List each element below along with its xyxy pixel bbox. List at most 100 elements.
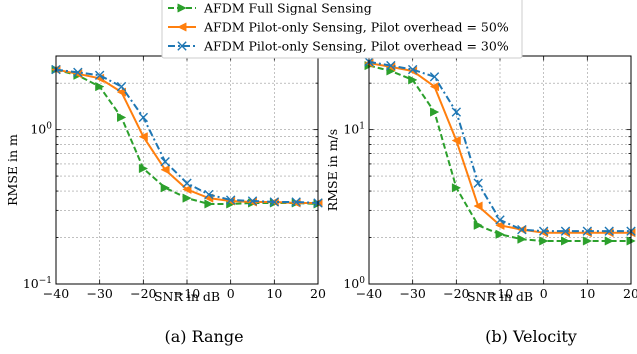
range-ytick-exponent: −1 [39,276,52,286]
velocity-ylabel: RMSE in m/s [325,129,340,211]
range-series-2-point-stroke-b [204,189,214,200]
velocity-ytick-label: 100 [343,276,365,291]
legend-label-full-signal: AFDM Full Signal Sensing [203,1,372,16]
range-series-2-point [73,67,83,78]
velocity-ytick-base: 10 [343,122,359,137]
velocity-series-1-point [429,82,439,92]
velocity-series-2-point [560,226,571,236]
range-series-2-point-stroke-b [116,81,127,92]
velocity-ytick-base: 10 [343,276,359,291]
range-series-0-point [95,82,105,92]
range-series-2-point [116,81,127,92]
velocity-series-2-point-stroke-b [560,226,571,236]
range-series-2-point [225,195,236,205]
velocity-caption: (b) Velocity [485,327,577,346]
range-xtick-label: 20 [310,286,326,301]
range-series-0-point [138,163,149,174]
range-series-0-point [204,199,214,209]
velocity-series-2-point-stroke-b [429,72,440,82]
legend-symbol-full-signal [168,3,196,13]
range-series-1-point [182,184,192,195]
range-ytick-label: 10−1 [23,276,52,291]
velocity-series-2-point-stroke-b [386,60,396,71]
velocity-xtick-label: 10 [579,286,595,301]
velocity-xtick-label: 0 [540,286,548,301]
range-ylabel: RMSE in m [5,134,20,206]
velocity-series-0-point [430,107,440,117]
range-series-2-point [291,197,301,207]
range-ytick-exponent: 0 [46,122,52,132]
range-xtick-label: 10 [266,286,282,301]
velocity-series-0-point [517,234,527,244]
range-ytick-label: 100 [30,122,52,137]
velocity-series-2-point [582,226,593,236]
velocity-series-0-point [539,236,549,246]
range-xtick-label: 0 [227,286,235,301]
velocity-series-2-point-stroke-b [582,226,593,236]
velocity-xtick-label: −20 [443,286,469,301]
range-series-1-point [160,165,170,175]
range-xtick-label: −30 [86,286,112,301]
range-xtick-label: −10 [174,286,200,301]
velocity-series-2-point-stroke-b [495,215,505,225]
range-series-0-point [182,193,192,203]
range-series-0-point [160,183,170,193]
velocity-series-0-point [408,75,418,85]
range-series-2-point-stroke-b [138,112,149,123]
range-series-2-point [160,156,170,167]
range-series-2-point-stroke-b [160,156,170,167]
velocity-series-1-point [604,228,614,238]
velocity-series-2-point-stroke-b [517,224,527,235]
velocity-xlabel: SNR in dB [467,289,533,304]
velocity-series-1-point [451,135,461,146]
legend-marker-2 [177,41,187,51]
range-series-2-point [182,178,192,188]
velocity-series-2-point [604,226,614,236]
legend-marker-0 [177,3,187,13]
velocity-series-2-point-stroke-b [473,178,483,188]
velocity-series-0 [364,60,636,246]
velocity-series-0-point [582,236,593,246]
velocity-series-2-point-stroke-b [604,226,614,236]
velocity-ytick-exponent: 1 [359,122,365,132]
range-series-2-point [204,189,214,200]
velocity-ytick-label: 101 [343,122,365,137]
velocity-series-2-point-stroke-b [407,64,418,75]
range-series-2-point [94,70,105,80]
velocity-series-2-point [407,64,418,75]
velocity-series-0-point [495,229,505,239]
range-caption: (a) Range [164,327,243,346]
range-series-2-point-stroke-b [73,67,83,78]
range-series-2-point [138,112,149,123]
legend-symbol-pilot-50 [168,22,196,32]
range-xtick-label: −40 [43,286,69,301]
velocity-series-0-point [561,236,571,246]
velocity-ytick-exponent: 0 [359,276,365,286]
range-series-2-point-stroke-b [225,195,236,205]
velocity-series-2 [364,57,636,236]
velocity-xtick-label: −40 [356,286,382,301]
range-series-1-point [138,132,148,142]
range-series-2-point-stroke-b [94,70,105,80]
range-ytick-base: 10 [30,122,46,137]
velocity-series-1-point [495,220,505,230]
velocity-series-1-point [473,201,483,211]
legend: AFDM Full Signal Sensing AFDM Pilot-only… [161,0,523,59]
velocity-series-2-point [451,107,462,117]
velocity-series-2-point [538,226,549,236]
velocity-series-0-point [451,183,462,193]
velocity-series-1-point [560,228,570,238]
legend-label-pilot-30: AFDM Pilot-only Sensing, Pilot overhead … [203,39,509,54]
velocity-xtick-label: 20 [623,286,637,301]
range-series-2-point-stroke-b [269,197,280,207]
velocity-series-2-point [517,224,527,235]
velocity-series-2-point [473,178,483,188]
range-ytick-base: 10 [23,276,39,291]
range-series-2-point-stroke-b [247,196,258,206]
range-series-0-point [117,112,127,123]
velocity-series-0-point [473,220,483,230]
